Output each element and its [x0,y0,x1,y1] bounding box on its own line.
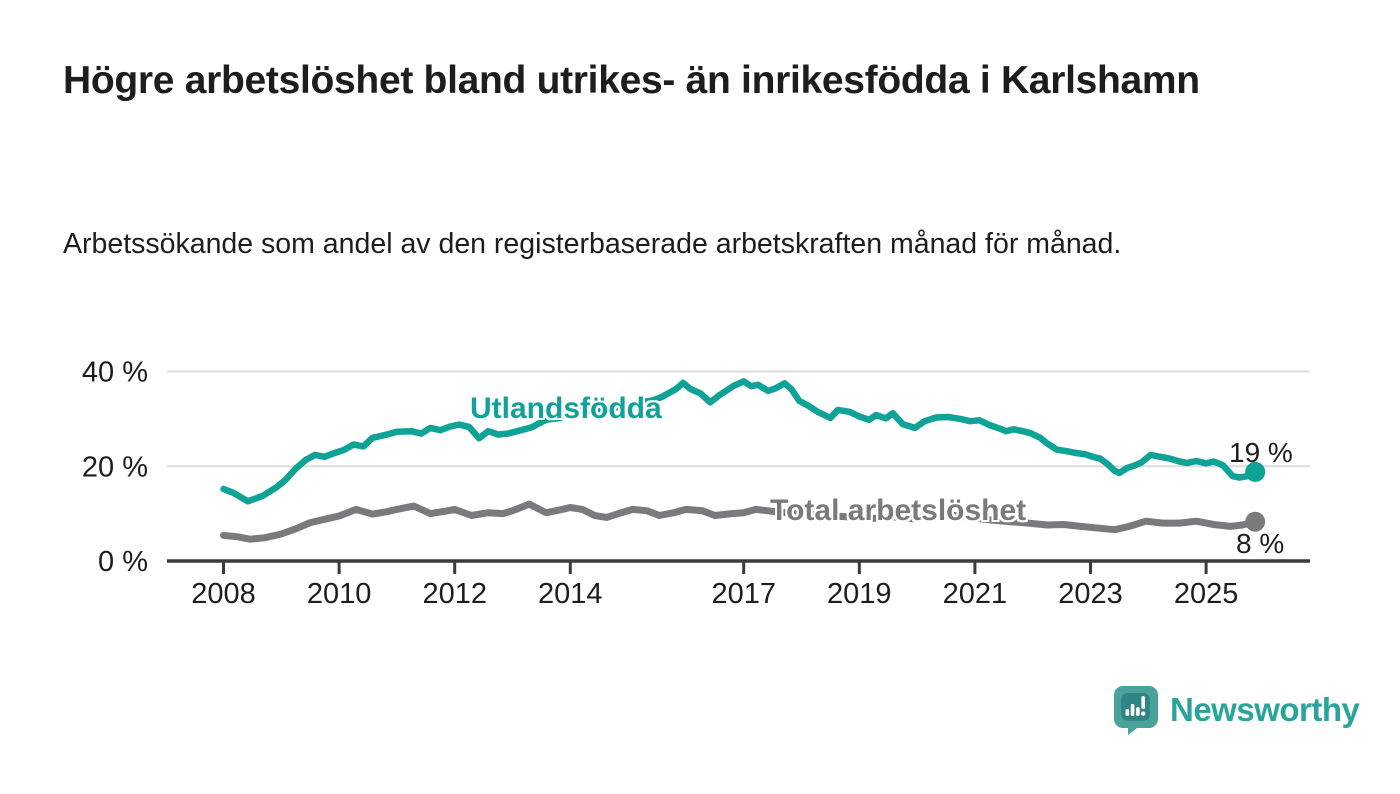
newsworthy-logo: Newsworthy [1113,685,1360,735]
series-end-dot-utlandsfodda [1245,461,1266,482]
x-tick-label: 2008 [191,578,256,610]
series-line-utlandsfodda [220,378,1259,505]
x-tick-label: 2012 [422,578,487,610]
x-tick-label: 2023 [1058,578,1123,610]
x-tick-label: 2010 [307,578,372,610]
y-tick-label: 40 % [82,357,148,389]
page-subtitle: Arbetssökande som andel av den registerb… [63,228,1122,260]
page-title: Högre arbetslöshet bland utrikes- än inr… [63,59,1200,102]
series-line-total-arbetsloshet [220,500,1259,543]
x-tick-label: 2017 [711,578,776,610]
end-value-label-total-arbetsloshet: 8 % [1236,528,1285,559]
y-tick-label: 20 % [82,451,148,483]
x-tick-label: 2025 [1174,578,1239,610]
end-value-label-utlandsfodda: 19 % [1229,437,1293,468]
x-tick-label: 2019 [827,578,892,610]
y-tick-label: 0 % [98,546,148,578]
series-label-total-arbetsloshet: Total arbetslöshet [770,494,1027,527]
x-tick-label: 2014 [538,578,603,610]
series-end-dot-total-arbetsloshet [1245,511,1266,532]
x-tick-label: 2021 [943,578,1008,610]
series-label-utlandsfodda: Utlandsfödda [470,392,662,425]
newsworthy-logo-text: Newsworthy [1170,691,1360,728]
newsworthy-logo-icon [1114,686,1158,735]
